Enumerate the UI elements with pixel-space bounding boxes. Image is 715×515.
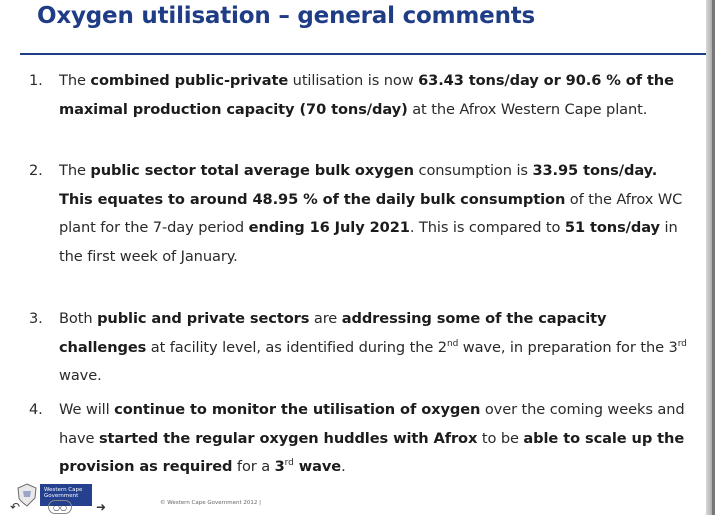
item-text-bold: able to scale up the provision as requir… [59,429,685,476]
item-text: at the Afrox Western Cape plant. [407,100,648,118]
slide-footer: Western Cape Government © Western Cape G… [0,478,715,515]
item-text-bold: addressing some of the capacity challeng… [59,310,607,356]
item-text: of the Afrox WC plant for the 7-day peri… [59,190,683,237]
item-text-bold: 33.95 tons/day. This equates to around 4… [59,162,658,208]
item-text-bold: public sector total average bulk oxygen [90,162,414,179]
screen-edge [706,0,715,515]
title-underline [20,53,715,55]
item-text: over the coming weeks and have [59,401,685,447]
item-text-bold: 51 tons/day [564,219,660,236]
superscript: nd [446,338,459,349]
item-text: wave. [59,367,102,384]
item-text: at facility level, as identified during … [146,338,447,356]
item-text-bold: continue to monitor the utilisation of o… [114,401,481,418]
item-text: utilisation is now [288,72,419,89]
item-text: . This is compared to [409,219,565,236]
superscript: rd [284,458,294,468]
list-item: 2. The public sector total average bulk … [29,157,689,271]
item-text-bold: started the regular oxygen huddles with … [98,429,478,447]
list-item-number: 2. [29,162,43,179]
list-item-number: 1. [29,72,43,89]
item-text: We will [59,401,115,418]
item-text: to be [477,429,524,447]
screen-edge-shadow [712,0,715,515]
next-slide-button[interactable]: ➜ [95,500,107,514]
item-text-bold: 63.43 tons/day or 90.6 % of the maximal … [59,72,674,118]
item-text: are [309,310,342,327]
item-text: consumption is [413,162,533,179]
item-text: . [341,458,346,475]
superscript: rd [677,338,687,349]
item-text: wave, in preparation for the 3 [458,338,678,356]
item-text: The [59,162,91,179]
item-text: in the first week of January. [59,219,678,265]
coat-of-arms-icon [17,483,37,507]
list-item: 3. Both public and private sectors are a… [29,305,689,391]
item-text-bold: wave [293,458,342,475]
slide-title: Oxygen utilisation – general comments [37,3,536,29]
previous-slide-button[interactable]: ↶ [9,500,21,514]
copyright-text: © Western Cape Government 2012 | [160,500,262,506]
item-text-bold: 3 [274,458,285,475]
list-item-number: 3. [29,310,43,327]
item-text: for a [232,458,275,475]
slide-menu-button[interactable]: ○○ [48,500,72,514]
item-text-bold: public and private sectors [97,310,310,327]
item-text-bold: ending 16 July 2021 [248,219,410,236]
list-item-number: 4. [29,401,43,418]
item-text: The [59,72,91,89]
item-text-bold: combined public-private [90,72,289,89]
list-item: 1. The combined public-private utilisati… [29,67,689,124]
item-text: Both [59,310,98,327]
list-item: 4. We will continue to monitor the utili… [29,396,689,482]
